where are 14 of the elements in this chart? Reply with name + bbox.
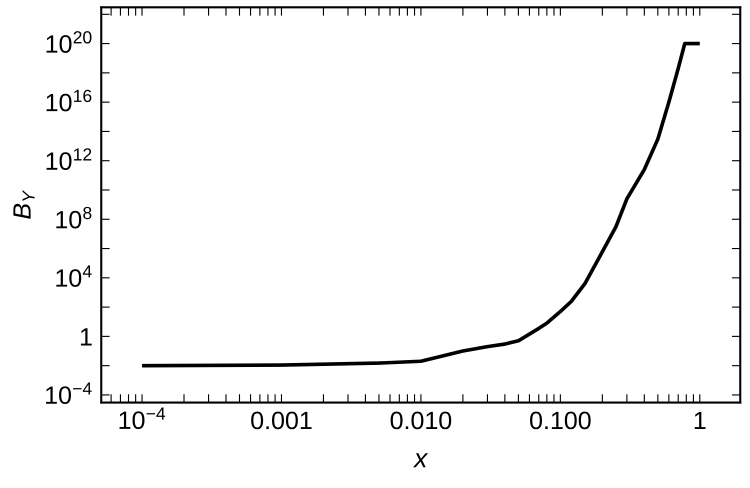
y-tick-label: 10$^{−4}$ — [46, 382, 92, 404]
x-axis-title: x — [413, 453, 428, 468]
y-tick-label: 10$^{12}$ — [46, 148, 92, 170]
x-tick-label: 0.100 — [530, 412, 591, 430]
y-tick-label: 10$^{20}$ — [46, 31, 92, 53]
x-tick-label: 1 — [694, 412, 706, 430]
y-axis-title: B$_{Y}$ — [13, 190, 35, 219]
y-tick-label: 10$^{4}$ — [56, 265, 92, 287]
y-tick-label: 10$^{16}$ — [46, 90, 92, 112]
x-tick-label: 0.001 — [251, 412, 312, 430]
x-tick-label: 10$^{−4}$ — [120, 408, 166, 430]
x-tick-label: 0.010 — [390, 412, 452, 430]
y-tick-label: 10$^{8}$ — [56, 206, 92, 229]
y-tick-label: 1 — [80, 328, 92, 346]
